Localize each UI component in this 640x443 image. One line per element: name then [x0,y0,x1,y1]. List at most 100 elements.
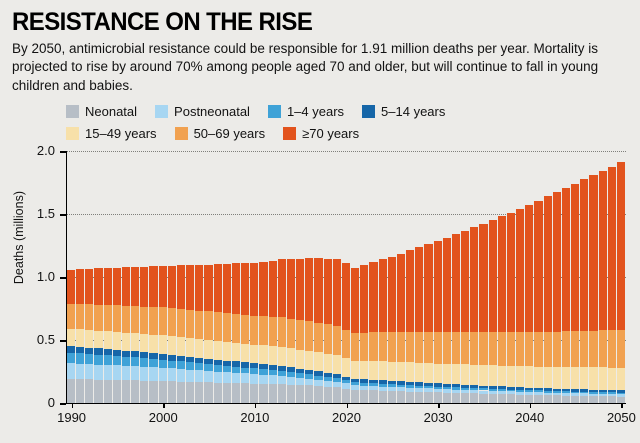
bar-segment [387,256,396,333]
bar-segment [305,369,314,375]
bar-segment [85,347,94,354]
bar-segment [497,391,506,395]
bar-segment [222,263,231,314]
bar-segment [424,392,433,404]
bar-segment [488,390,497,394]
bar-segment [387,361,396,381]
legend-swatch [66,127,79,141]
bar-segment [479,385,488,389]
bar-segment [378,332,387,362]
bar-segment [296,319,305,350]
bar-segment [76,353,85,364]
bar-segment [231,361,241,367]
bar-segment [396,332,406,363]
bar-segment [231,383,241,404]
bar-segment [167,354,176,361]
bar-segment [589,396,598,404]
x-tick-mark [163,403,165,409]
bar-segment [479,393,488,404]
page-title: RESISTANCE ON THE RISE [12,8,313,36]
bar-segment [433,386,442,389]
bar-segment [598,392,607,394]
bar-segment [332,325,341,356]
bar-segment [158,367,167,382]
bar-segment [396,362,406,382]
legend-row: 15–49 years 50–69 years ≥70 years [66,126,628,141]
bar-segment [222,313,231,342]
bar-segment [296,349,305,369]
bar-segment [94,364,103,380]
bar-segment [424,244,433,333]
bar-segment [360,382,369,386]
bar-segment [497,332,506,366]
bar-segment [323,258,332,325]
bar-segment [167,265,176,309]
bar-segment [94,348,103,355]
bar-segment [571,331,580,368]
bar-segment [341,329,351,359]
bar-segment [351,389,360,404]
bar-segment [461,384,470,388]
bar-segment [176,265,186,310]
bar-segment [387,391,396,404]
bar-segment [222,372,231,383]
bar-segment [470,227,479,333]
bar-segment [241,367,250,374]
bar-segment [387,386,396,392]
bar-segment [76,269,85,304]
bar-segment [213,340,222,360]
bar-segment [241,383,250,404]
bar-segment [497,389,506,392]
bar-segment [195,338,204,358]
bar-segment [424,332,433,364]
bar-segment [506,386,516,390]
bar-segment [543,392,552,396]
bar-segment [149,307,158,335]
bar-segment [296,377,305,386]
bar-segment [323,376,332,381]
bar-segment [406,385,415,388]
bar-segment [616,394,625,397]
bar-segment [213,364,222,372]
bar-segment [103,355,112,365]
bar-segment [176,337,186,356]
bar-segment [580,395,589,404]
bar-segment [497,394,506,404]
bar-segment [140,358,149,367]
bar-segment [167,360,176,369]
bar-segment [204,339,213,359]
bar-segment [360,264,369,333]
bar-segment [470,385,479,389]
bar-segment [561,395,570,404]
bar-segment [552,390,561,393]
bar-segment [488,220,497,333]
bar-segment [616,396,625,404]
bar-segment [323,324,332,354]
bar-segment [415,385,424,389]
bar-segment [351,361,360,379]
plot-area: 1990 2000 2010 2020 2030 2040 2050 [57,151,636,425]
bar-segment [67,363,76,380]
bar-segment [323,386,332,404]
bar-segment [268,346,277,366]
bar-segment [534,395,543,404]
bar-segment [451,364,461,385]
bar-segment [268,370,277,376]
bar-segment [158,265,167,308]
bar-segment [552,366,561,389]
bar-segment [231,366,241,373]
bar-segment [103,364,112,380]
bar-segment [516,366,525,388]
bar-segment [259,261,268,317]
legend-label: Neonatal [85,104,138,120]
bar-segment [589,393,598,397]
bar-segment [314,386,323,404]
bar-segment [158,353,167,360]
bar-segment [286,372,296,377]
bar-segment [415,382,424,386]
bar-segment [561,391,570,394]
bar-segment [406,387,415,392]
bar-segment [341,376,351,381]
bar-segment [112,331,121,350]
x-tick-label: 2030 [423,410,453,426]
